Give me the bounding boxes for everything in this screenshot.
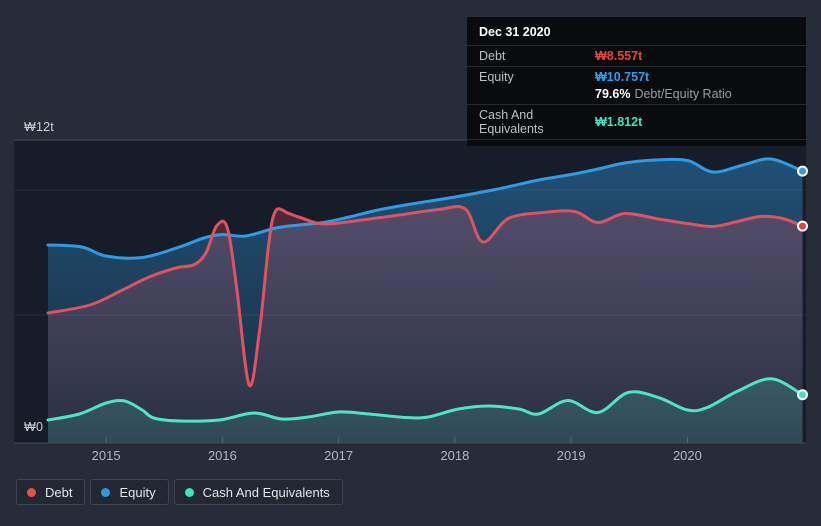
tooltip-ratio-value: 79.6% Debt/Equity Ratio bbox=[595, 87, 732, 101]
legend-item-debt[interactable]: Debt bbox=[16, 479, 86, 505]
chart-tooltip: Dec 31 2020 Debt ₩8.557t Equity ₩10.757t… bbox=[467, 17, 806, 146]
tooltip-date: Dec 31 2020 bbox=[479, 25, 551, 39]
legend-debt-label: Debt bbox=[45, 484, 73, 500]
debt-area bbox=[48, 206, 803, 443]
debt-line bbox=[46, 205, 804, 388]
tooltip-debt-row: Debt ₩8.557t bbox=[467, 45, 806, 66]
legend-cash-label: Cash And Equivalents bbox=[202, 484, 330, 500]
tooltip-cash-row: Cash And Equivalents ₩1.812t bbox=[467, 104, 806, 139]
cash-and-equivalents-area bbox=[48, 378, 803, 443]
debt-dot-icon bbox=[27, 487, 36, 497]
legend-item-cash[interactable]: Cash And Equivalents bbox=[173, 479, 343, 505]
equity-end-marker[interactable] bbox=[797, 165, 808, 177]
cash-and-equivalents-end-marker[interactable] bbox=[797, 389, 808, 401]
tooltip-cash-value: ₩1.812t bbox=[595, 115, 643, 129]
x-axis-tick-label: 2018 bbox=[440, 448, 469, 463]
tooltip-equity-value: ₩10.757t bbox=[595, 70, 650, 84]
tooltip-debt-label: Debt bbox=[479, 49, 506, 63]
debt-end-marker[interactable] bbox=[797, 220, 808, 232]
y-axis-max-label: ₩12t bbox=[24, 120, 54, 134]
tooltip-equity-label: Equity bbox=[479, 70, 514, 84]
x-axis-tick-label: 2016 bbox=[208, 448, 237, 463]
legend-equity-label: Equity bbox=[119, 484, 156, 500]
tooltip-ratio-row: 79.6% Debt/Equity Ratio bbox=[467, 87, 806, 104]
x-axis-tick-label: 2015 bbox=[92, 448, 121, 463]
tooltip-cash-label: Cash And Equivalents bbox=[479, 108, 544, 136]
chart-legend: Debt Equity Cash And Equivalents bbox=[16, 479, 343, 505]
legend-item-equity[interactable]: Equity bbox=[90, 479, 169, 505]
x-axis-tick-label: 2019 bbox=[557, 448, 586, 463]
x-axis-tick-label: 2020 bbox=[673, 448, 702, 463]
tooltip-equity-row: Equity ₩10.757t bbox=[467, 66, 806, 87]
series-lines bbox=[46, 157, 804, 423]
equity-line bbox=[46, 157, 804, 260]
equity-dot-icon bbox=[101, 487, 111, 497]
tooltip-debt-value: ₩8.557t bbox=[595, 49, 643, 63]
cash-dot-icon bbox=[184, 487, 194, 497]
cash-and-equivalents-line bbox=[46, 377, 804, 423]
series-areas bbox=[48, 158, 803, 443]
x-axis-tick-label: 2017 bbox=[324, 448, 353, 463]
y-axis-zero-label: ₩0 bbox=[24, 420, 44, 434]
